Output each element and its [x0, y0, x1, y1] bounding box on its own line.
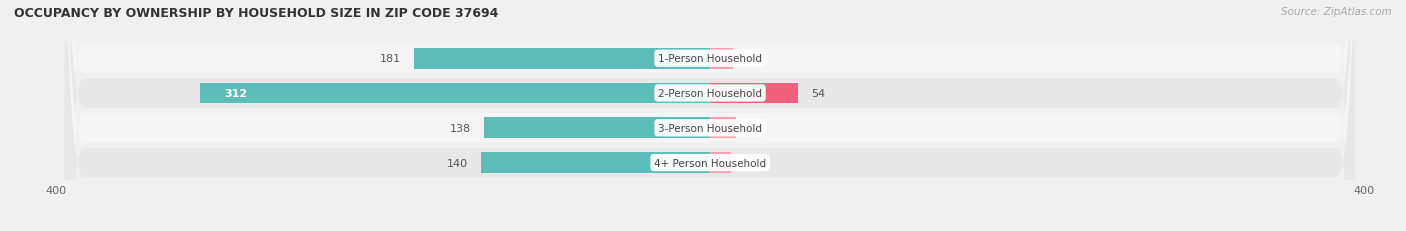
- FancyBboxPatch shape: [65, 0, 1355, 231]
- Text: 4+ Person Household: 4+ Person Household: [654, 158, 766, 168]
- Bar: [710, 83, 799, 104]
- Text: 3-Person Household: 3-Person Household: [658, 123, 762, 133]
- Text: 13: 13: [744, 158, 758, 168]
- Text: 140: 140: [447, 158, 468, 168]
- Text: 312: 312: [225, 88, 247, 99]
- Text: 14: 14: [747, 54, 761, 64]
- Text: 1-Person Household: 1-Person Household: [658, 54, 762, 64]
- Text: 138: 138: [450, 123, 471, 133]
- Bar: [485, 118, 710, 139]
- Text: OCCUPANCY BY OWNERSHIP BY HOUSEHOLD SIZE IN ZIP CODE 37694: OCCUPANCY BY OWNERSHIP BY HOUSEHOLD SIZE…: [14, 7, 499, 20]
- Text: Source: ZipAtlas.com: Source: ZipAtlas.com: [1281, 7, 1392, 17]
- FancyBboxPatch shape: [65, 0, 1355, 231]
- Text: 16: 16: [749, 123, 763, 133]
- Bar: [710, 49, 733, 69]
- Bar: [710, 152, 731, 173]
- Bar: [710, 118, 737, 139]
- Bar: [200, 83, 710, 104]
- Text: 181: 181: [380, 54, 401, 64]
- Bar: [415, 49, 710, 69]
- Bar: [481, 152, 710, 173]
- FancyBboxPatch shape: [65, 0, 1355, 231]
- Text: 54: 54: [811, 88, 825, 99]
- FancyBboxPatch shape: [65, 0, 1355, 231]
- Text: 2-Person Household: 2-Person Household: [658, 88, 762, 99]
